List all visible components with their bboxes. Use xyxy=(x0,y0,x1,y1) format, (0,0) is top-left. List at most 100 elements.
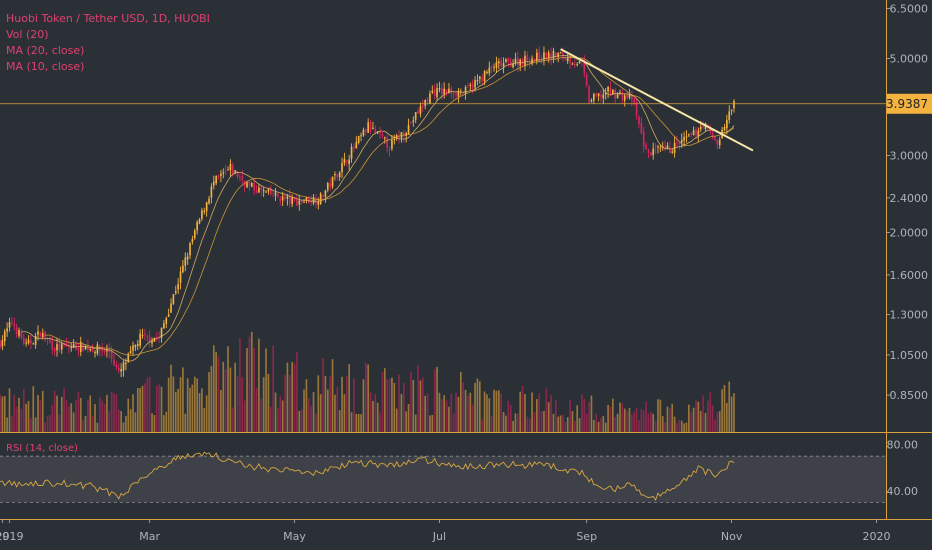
volume-bar xyxy=(222,361,225,432)
volume-bar xyxy=(319,394,322,432)
volume-bar xyxy=(210,366,213,432)
candle xyxy=(476,74,479,86)
candle xyxy=(697,127,700,143)
candle xyxy=(189,241,191,260)
volume-bar xyxy=(393,382,396,432)
candle xyxy=(158,331,160,344)
volume-bar xyxy=(547,402,550,432)
volume-bar xyxy=(312,392,315,432)
candle xyxy=(241,169,244,185)
candle xyxy=(607,85,609,98)
volume-bar xyxy=(307,398,310,432)
volume-bar xyxy=(63,388,65,432)
volume-bar xyxy=(193,376,196,432)
volume-bar xyxy=(426,393,429,432)
volume-bar xyxy=(326,389,329,432)
candle xyxy=(160,327,163,343)
candle xyxy=(353,143,355,152)
candle xyxy=(440,83,443,100)
candle xyxy=(728,105,731,124)
candle xyxy=(212,175,215,190)
candle xyxy=(478,75,481,84)
candle xyxy=(526,51,529,67)
volume-bar xyxy=(431,414,434,432)
volume-bar xyxy=(262,377,265,432)
volume-bar xyxy=(324,375,327,432)
last-price-badge-text: 3.9387 xyxy=(886,97,928,111)
candle xyxy=(239,173,241,182)
volume-bar xyxy=(676,423,678,432)
volume-bar xyxy=(650,411,652,432)
volume-bar xyxy=(191,384,194,432)
volume-bar xyxy=(690,411,693,432)
candle xyxy=(521,57,524,67)
volume-bar xyxy=(531,392,533,432)
volume-bar xyxy=(554,399,557,432)
volume-bar xyxy=(381,372,384,432)
candle xyxy=(167,308,170,318)
volume-bar xyxy=(106,394,108,432)
candle xyxy=(457,88,460,103)
candle xyxy=(398,129,400,144)
time-tick-label: Jul xyxy=(432,530,446,543)
volume-bar xyxy=(144,383,146,432)
price-tick-label: 1.6000 xyxy=(890,269,929,282)
candle xyxy=(215,175,217,186)
candle xyxy=(134,344,137,352)
volume-bar xyxy=(336,387,339,432)
volume-bar xyxy=(623,408,626,432)
candle xyxy=(659,144,662,153)
candle xyxy=(609,81,612,97)
volume-bar xyxy=(279,395,282,432)
candle xyxy=(723,124,726,132)
candle xyxy=(481,74,484,86)
volume-bar xyxy=(372,400,374,432)
volume-bar xyxy=(341,376,343,432)
volume-bar xyxy=(600,417,602,432)
candle xyxy=(424,99,427,110)
candle xyxy=(450,85,453,99)
volume-bar xyxy=(291,362,293,432)
candle xyxy=(645,142,647,150)
volume-bar xyxy=(633,411,636,432)
volume-bar xyxy=(315,414,317,432)
volume-bar xyxy=(614,417,617,432)
volume-bar xyxy=(576,405,579,432)
candle xyxy=(419,102,422,118)
volume-bar xyxy=(153,415,156,432)
candle xyxy=(640,117,643,135)
candle xyxy=(362,127,365,137)
candle xyxy=(101,342,103,357)
volume-bar xyxy=(383,368,386,432)
candle xyxy=(117,363,120,374)
candle xyxy=(597,93,600,102)
volume-bar xyxy=(198,393,201,432)
volume-bar xyxy=(471,404,474,432)
volume-bar xyxy=(540,410,543,432)
volume-bar xyxy=(122,422,125,432)
candle xyxy=(600,89,602,102)
volume-bar xyxy=(407,404,410,432)
volume-bar xyxy=(626,411,628,432)
volume-bar xyxy=(571,411,574,432)
candle xyxy=(633,97,636,106)
candle xyxy=(410,121,412,125)
candle xyxy=(25,338,27,347)
volume-bar xyxy=(417,365,419,432)
volume-bar xyxy=(303,389,305,432)
volume-bar xyxy=(25,403,27,432)
candle xyxy=(402,130,405,143)
candle xyxy=(148,330,151,348)
volume-bar xyxy=(664,422,666,432)
volume-bar xyxy=(616,413,619,432)
volume-bar xyxy=(125,415,127,432)
trendline[interactable] xyxy=(560,48,754,152)
price-tick-label: 0.8500 xyxy=(890,389,929,402)
volume-bar xyxy=(507,400,510,432)
volume-bar xyxy=(486,394,488,432)
volume-bar xyxy=(348,364,351,432)
candle xyxy=(343,152,346,166)
volume-bar xyxy=(11,416,13,432)
volume-bar xyxy=(108,411,111,432)
